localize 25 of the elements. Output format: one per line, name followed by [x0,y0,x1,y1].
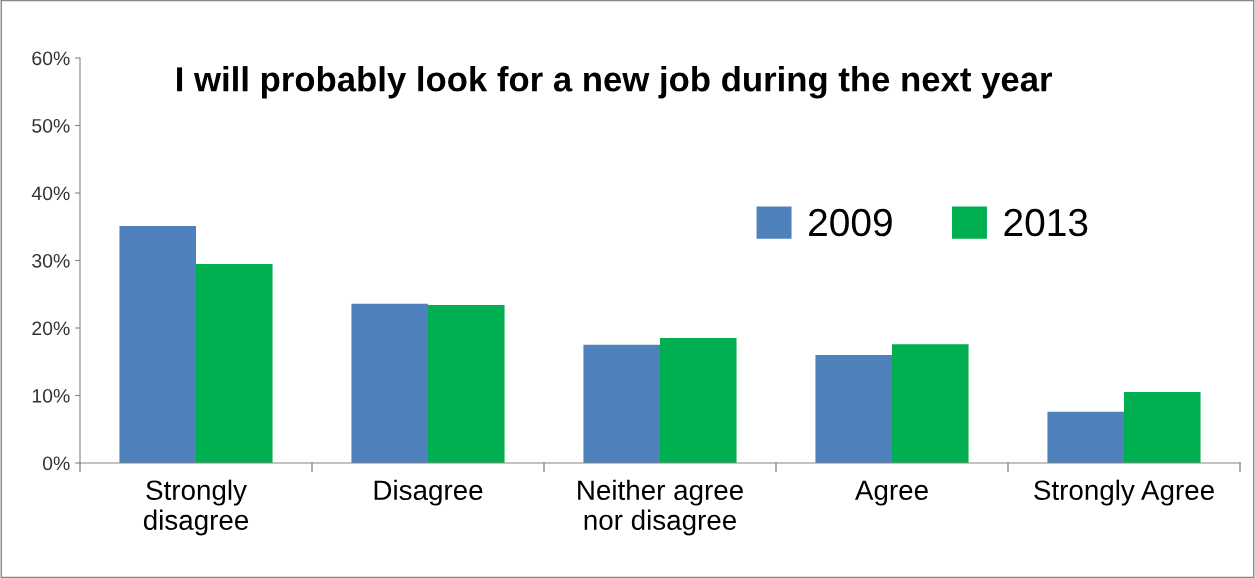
bar [815,355,892,463]
bar [351,303,428,463]
y-tick-label: 40% [31,186,70,201]
y-tick-label: 10% [32,388,70,403]
legend-label: 2013 [1004,208,1088,237]
x-tick-label: Strongly disagree [143,479,249,536]
y-tick-label: 30% [32,253,70,268]
x-tick-label: Disagree [374,479,483,506]
bar [660,338,737,463]
x-tick-label: Agree [855,480,928,506]
bar [1124,392,1201,463]
y-tick-label: 0% [42,456,70,471]
bar [583,344,660,463]
y-tick-label: 20% [32,321,70,336]
x-tick-label: Strongly Agree [1034,479,1214,506]
y-tick-label: 50% [32,118,70,133]
bar [428,305,505,463]
bar [196,263,273,463]
bar [892,344,969,463]
legend-label: 2009 [809,208,892,237]
bar [1047,411,1124,463]
x-tick-label: Neither agree nor disagree [578,479,743,536]
bar [119,226,196,463]
chart-title: I will probably look for a new job during the next year [177,66,1053,99]
y-tick-label: 60% [32,51,70,66]
